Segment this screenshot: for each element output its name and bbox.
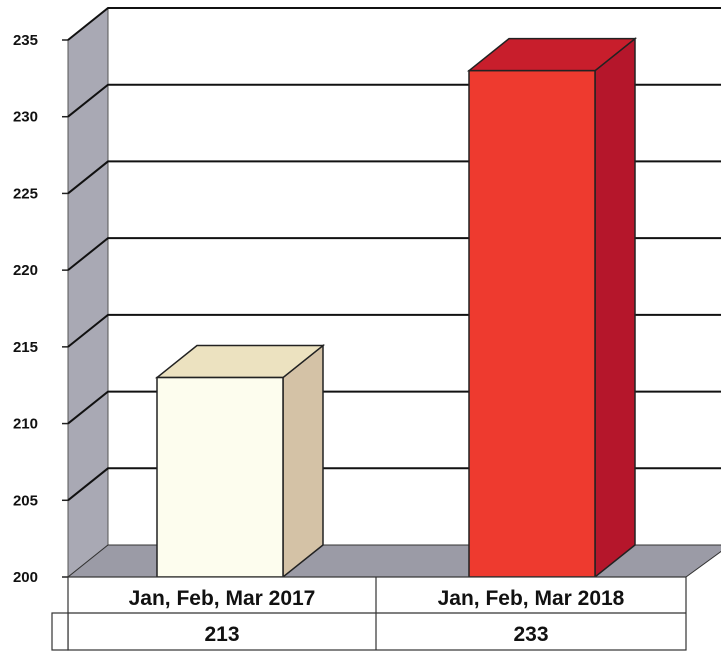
bar-1 xyxy=(154,343,326,579)
bar-2 xyxy=(466,37,638,579)
x-category-label: Jan, Feb, Mar 2018 xyxy=(438,587,625,610)
bar-front xyxy=(156,376,284,578)
gridline xyxy=(67,7,721,41)
y-tick-label: 200 xyxy=(13,569,38,586)
data-table-value: 213 xyxy=(204,623,239,646)
bar-side xyxy=(594,37,636,579)
bars xyxy=(154,37,638,579)
y-tick-label: 235 xyxy=(13,32,38,49)
data-table: Jan, Feb, Mar 2017 213 Jan, Feb, Mar 2018 2… xyxy=(51,576,687,651)
bar-front xyxy=(468,69,596,578)
y-tick-label: 215 xyxy=(13,339,38,356)
y-tick-label: 220 xyxy=(13,262,38,279)
y-tick-label: 210 xyxy=(13,416,38,433)
side-wall xyxy=(67,6,109,579)
y-axis-ticks: 200 205 210 215 220 225 230 235 xyxy=(13,32,68,586)
y-tick-label: 205 xyxy=(13,492,38,509)
y-tick-label: 225 xyxy=(13,185,38,202)
x-category-label: Jan, Feb, Mar 2017 xyxy=(129,587,316,610)
bar-side xyxy=(282,343,324,579)
table-row-header-cell xyxy=(51,612,69,651)
data-table-value: 233 xyxy=(513,623,548,646)
y-tick-label: 230 xyxy=(13,109,38,126)
